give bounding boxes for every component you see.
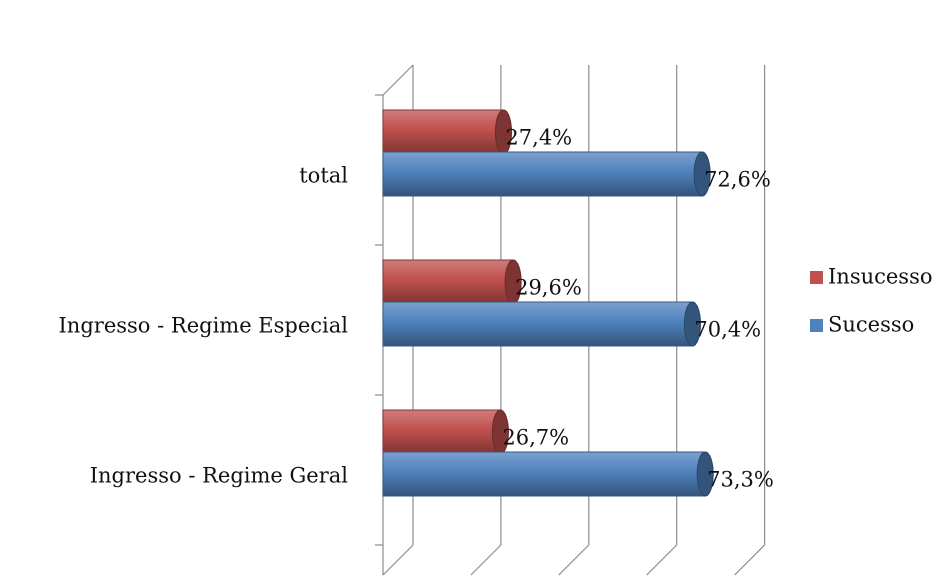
floor-gridline	[382, 544, 414, 576]
data-label: 73,3%	[707, 468, 774, 492]
bar	[382, 451, 714, 497]
data-label: 70,4%	[694, 318, 761, 342]
data-label: 72,6%	[704, 168, 771, 192]
legend-swatch	[810, 319, 823, 332]
legend-label: Sucesso	[828, 313, 914, 337]
legend-swatch	[810, 271, 823, 284]
floor-gridline	[646, 544, 678, 576]
bar	[382, 151, 711, 197]
data-label: 26,7%	[502, 426, 569, 450]
category-label: Ingresso - Regime Especial	[59, 314, 349, 338]
legend-label: Insucesso	[828, 265, 933, 289]
bar	[382, 109, 512, 155]
bar-cap	[693, 151, 711, 197]
bar-cap	[683, 301, 701, 347]
floor-gridline	[470, 544, 502, 576]
wall-edge	[382, 64, 414, 96]
data-label: 27,4%	[505, 126, 572, 150]
category-label: Ingresso - Regime Geral	[90, 464, 349, 488]
floor-gridline	[558, 544, 590, 576]
bar	[382, 301, 701, 347]
floor-gridline	[734, 544, 766, 576]
category-label: total	[299, 164, 348, 188]
bar	[382, 409, 509, 455]
bar	[382, 259, 522, 305]
bar-cap	[696, 451, 714, 497]
data-label: 29,6%	[515, 276, 582, 300]
